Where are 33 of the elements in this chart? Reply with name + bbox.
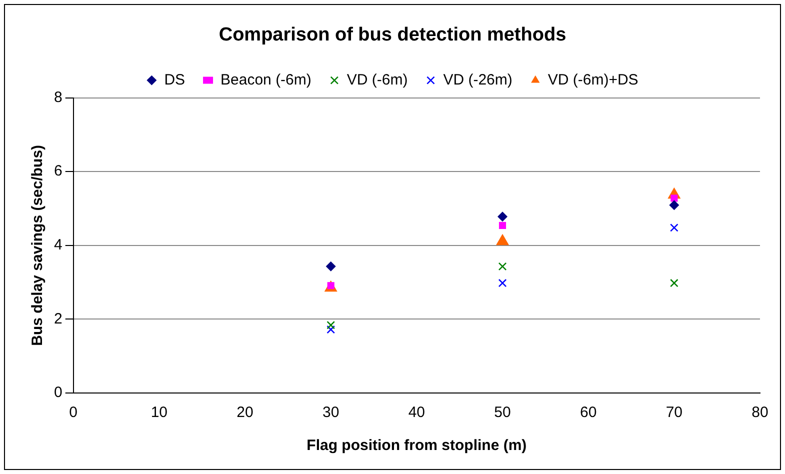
point: [670, 278, 678, 288]
point: [326, 325, 336, 334]
legend-label: DS: [164, 71, 186, 88]
x-tick-label: 0: [69, 404, 78, 422]
legend-label: Beacon (-6m): [220, 71, 312, 88]
y-tick-label: 2: [54, 310, 62, 328]
chart-title: Comparison of bus detection methods: [218, 24, 566, 46]
legend-label: VD (-6m)+DS: [548, 71, 638, 88]
y-tick-label: 0: [54, 384, 62, 402]
point: [669, 200, 680, 210]
point: [670, 224, 678, 232]
x-tick-label: 30: [322, 404, 340, 422]
y-tick-label: 6: [54, 162, 62, 180]
x-tick-label: 40: [408, 404, 426, 422]
x-tick-label: 20: [236, 404, 254, 422]
point: [670, 194, 678, 202]
y-tick-label: 4: [54, 236, 62, 254]
x-tick-label: 70: [666, 404, 683, 422]
point: [498, 262, 507, 271]
point: [498, 212, 508, 222]
y-tick-label: 8: [54, 88, 62, 106]
point: [326, 261, 336, 272]
point: [498, 222, 506, 230]
point: [326, 320, 336, 330]
legend-label: VD (-26m): [443, 71, 512, 88]
x-tick-label: 10: [150, 404, 168, 422]
legend-label: VD (-6m): [346, 71, 408, 88]
y-axis-title: Bus delay savings (sec/bus): [29, 144, 46, 346]
x-tick-label: 50: [494, 404, 511, 422]
point: [498, 278, 507, 288]
x-axis-title: Flag position from stopline (m): [306, 437, 527, 454]
x-tick-label: 60: [580, 404, 597, 422]
x-tick-label: 80: [752, 404, 768, 422]
